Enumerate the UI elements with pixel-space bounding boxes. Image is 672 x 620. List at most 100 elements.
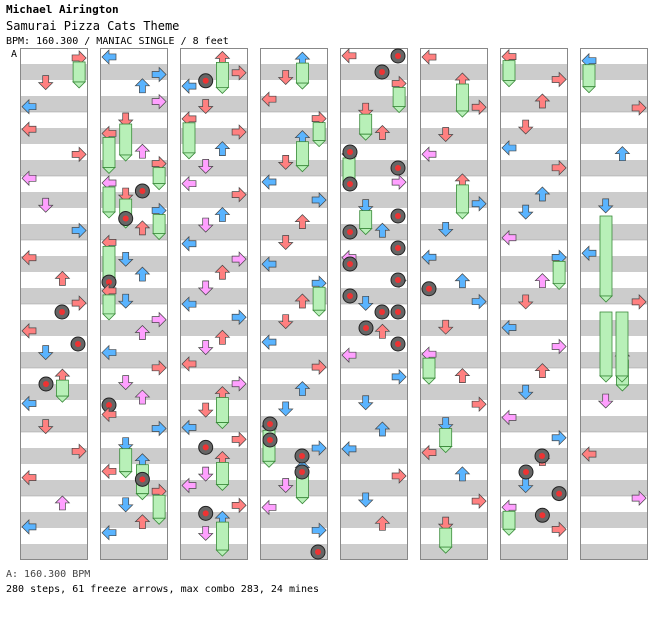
column-border (20, 48, 88, 560)
step-arrow (517, 204, 534, 220)
measure-stripe (260, 224, 328, 240)
step-arrow (151, 93, 167, 110)
step-arrow (231, 375, 247, 392)
measure-stripe (500, 352, 568, 368)
measure-stripe (180, 544, 248, 560)
step-arrow (71, 146, 87, 163)
step-arrow (501, 409, 517, 426)
measure-stripe (100, 224, 168, 240)
column-border (260, 48, 328, 560)
chart-column (340, 48, 408, 560)
chart-info: BPM: 160.300 / MANIAC SINGLE / 8 feet (6, 36, 229, 47)
measure-stripe (500, 512, 568, 528)
measure-stripe (340, 64, 408, 80)
step-arrow (517, 119, 534, 135)
measure-stripe (340, 416, 408, 432)
footer-bpm: A: 160.300 BPM (6, 569, 91, 580)
step-arrow (294, 214, 311, 229)
song-title: Samurai Pizza Cats Theme (6, 19, 180, 33)
step-arrow (37, 197, 54, 213)
step-arrow (231, 186, 247, 203)
measure-stripe (20, 192, 88, 208)
measure-stripe (420, 128, 488, 144)
step-arrow (421, 146, 437, 163)
step-arrow (54, 270, 71, 286)
step-arrow (534, 93, 551, 109)
step-arrow (341, 347, 357, 364)
step-arrow (311, 359, 327, 375)
mine (70, 336, 86, 352)
measure-stripe (580, 256, 648, 272)
step-arrow (631, 294, 647, 310)
measure-stripe (100, 192, 168, 208)
measure-stripe (20, 96, 88, 112)
measure-stripe (100, 512, 168, 528)
measure-stripe (260, 448, 328, 464)
step-arrow (197, 402, 214, 418)
mine (38, 376, 54, 392)
step-arrow (197, 99, 214, 115)
measure-stripe (580, 320, 648, 336)
measure-stripe (500, 160, 568, 176)
step-arrow (517, 294, 534, 310)
step-arrow (21, 249, 37, 266)
step-arrow (454, 368, 471, 383)
measure-stripe (260, 256, 328, 272)
measure-stripe (100, 448, 168, 464)
step-arrow (534, 273, 551, 289)
freeze-arrow (102, 137, 116, 175)
measure-stripe (180, 448, 248, 464)
step-arrow (261, 174, 277, 190)
step-arrow (454, 273, 471, 289)
step-arrow (277, 70, 294, 85)
measure-stripe (20, 480, 88, 496)
step-arrow (21, 98, 37, 115)
step-arrow (71, 443, 87, 460)
step-arrow (134, 324, 151, 340)
freeze-arrow (502, 510, 516, 536)
freeze-arrow (215, 521, 230, 557)
step-arrow (517, 384, 534, 400)
measure-stripe (580, 288, 648, 304)
step-arrow (277, 478, 294, 494)
step-arrow (71, 222, 87, 239)
measure-stripe (100, 288, 168, 304)
measure-stripe (340, 96, 408, 112)
step-arrow (181, 296, 197, 313)
freeze-arrow (599, 311, 613, 383)
step-arrow (134, 78, 151, 94)
measure-stripe (420, 480, 488, 496)
measure-stripe (340, 352, 408, 368)
step-arrow (21, 395, 37, 412)
measure-stripe (100, 320, 168, 336)
measure-stripe (260, 480, 328, 496)
mine (262, 432, 278, 448)
step-arrow (421, 49, 437, 65)
measure-stripe (260, 64, 328, 80)
step-arrow (471, 293, 487, 310)
step-arrow (294, 293, 311, 309)
step-arrow (391, 174, 407, 191)
freeze-arrow (118, 123, 133, 162)
step-arrow (421, 444, 437, 461)
mine (198, 73, 214, 89)
section-marker: A (11, 49, 17, 60)
step-arrow (471, 396, 487, 413)
mine (390, 160, 406, 176)
measure-stripe (420, 544, 488, 560)
step-arrow (374, 323, 391, 339)
measure-stripe (500, 320, 568, 336)
measure-stripe (100, 416, 168, 432)
freeze-arrow (392, 87, 407, 114)
step-arrow (437, 127, 454, 143)
step-arrow (357, 199, 374, 215)
measure-stripe (100, 384, 168, 400)
step-arrow (37, 75, 54, 91)
measure-stripe (500, 224, 568, 240)
mine (390, 272, 406, 288)
step-arrow (117, 497, 134, 513)
measure-stripe (340, 480, 408, 496)
step-arrow (134, 143, 151, 159)
measure-stripe (20, 544, 88, 560)
measure-stripe (260, 160, 328, 176)
